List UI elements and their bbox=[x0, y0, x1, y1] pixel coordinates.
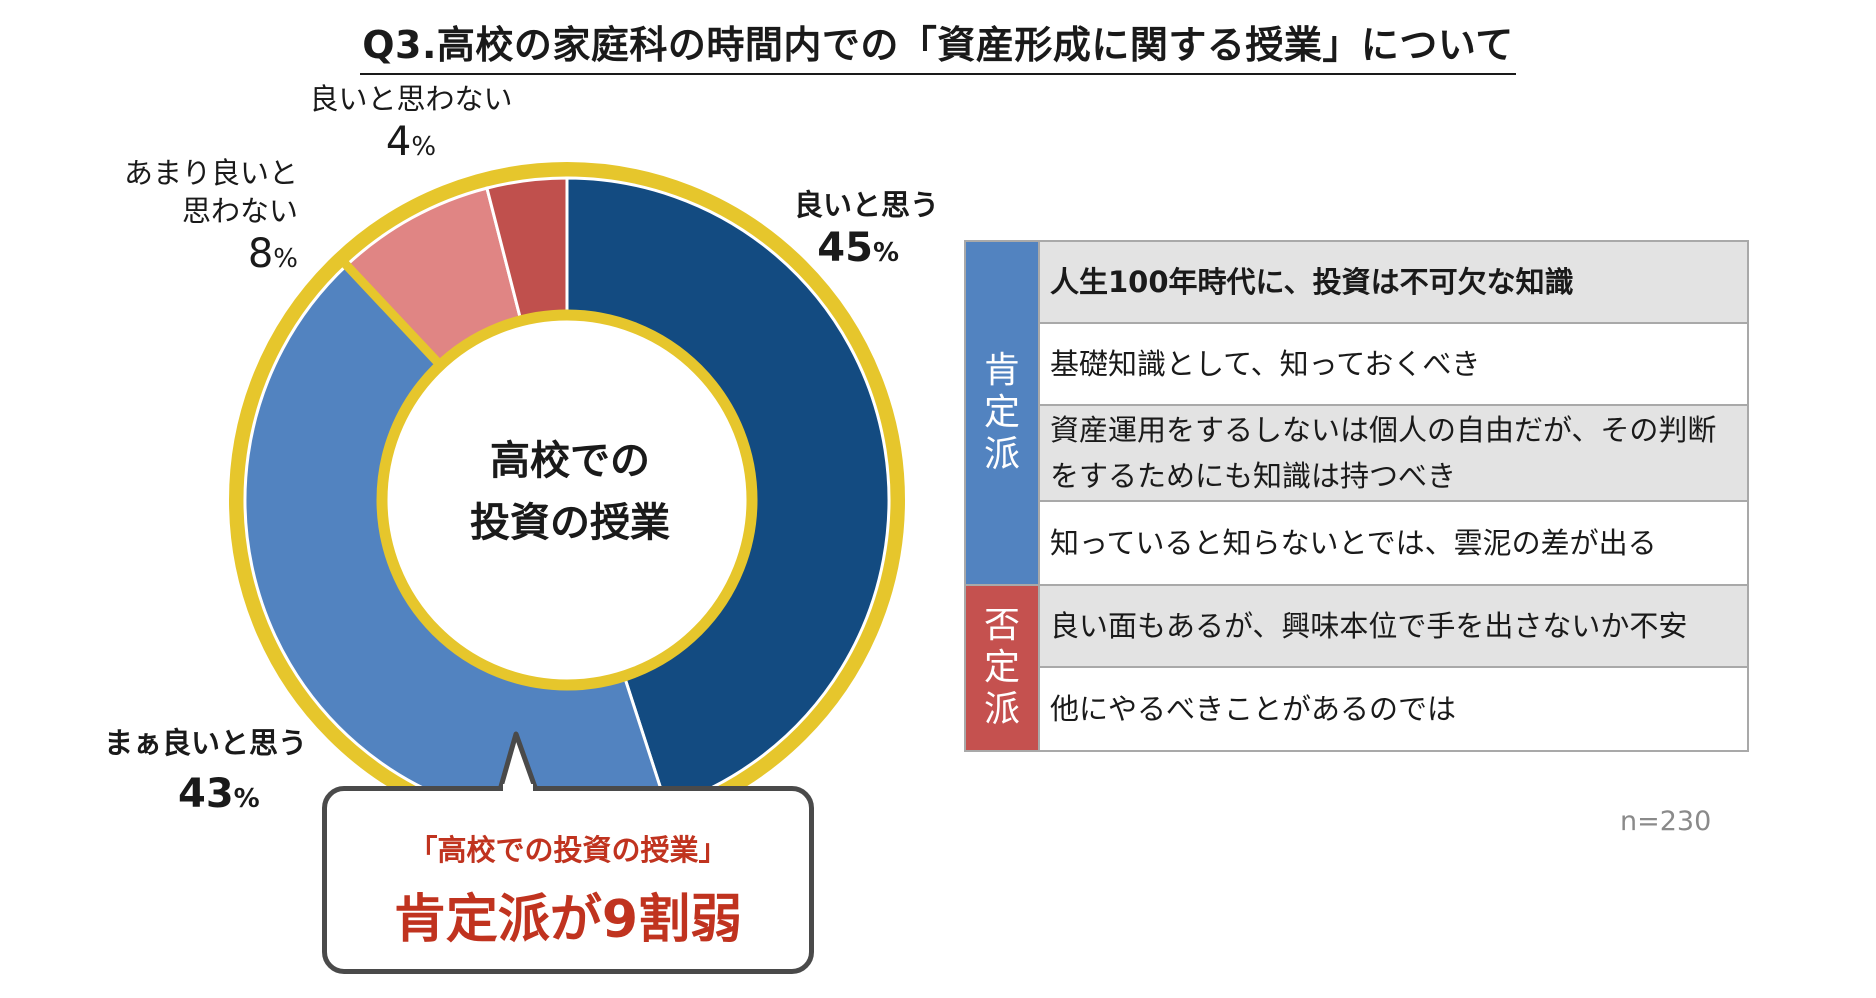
label-good: 良いと思う 45% bbox=[794, 186, 939, 277]
table-row: 知っていると知らないとでは、雲泥の差が出る bbox=[1040, 502, 1747, 584]
label-not-very-good-line2: 思わない bbox=[181, 194, 298, 228]
label-not-very-good-pct: 8% bbox=[247, 231, 298, 277]
donut-center-label: 高校での 投資の授業 bbox=[440, 430, 700, 554]
label-not-good-name: 良いと思わない bbox=[309, 82, 513, 116]
table-row: 良い面もあるが、興味本位で手を出さないか不安 bbox=[1040, 586, 1747, 668]
chart-title-text: Q3.高校の家庭科の時間内での「資産形成に関する授業」について bbox=[360, 14, 1516, 75]
label-not-good-pct: 4% bbox=[385, 119, 437, 165]
table-row: 基礎知識として、知っておくべき bbox=[1040, 324, 1747, 406]
donut-inner-ring bbox=[376, 309, 758, 691]
slice-divider bbox=[341, 260, 443, 368]
label-good-name: 良いと思う bbox=[794, 188, 940, 222]
center-label-line2: 投資の授業 bbox=[470, 500, 670, 546]
negative-rows: 良い面もあるが、興味本位で手を出さないか不安 他にやるべきことがあるのでは bbox=[1040, 586, 1747, 750]
center-label-line1: 高校での bbox=[490, 438, 650, 484]
table-row: 資産運用をするしないは個人の自由だが、その判断をするためにも知識は持つべき bbox=[1040, 406, 1747, 502]
table-row: 人生100年時代に、投資は不可欠な知識 bbox=[1040, 242, 1747, 324]
positive-group: 肯定派 人生100年時代に、投資は不可欠な知識 基礎知識として、知っておくべき … bbox=[966, 242, 1747, 586]
negative-group: 否定派 良い面もあるが、興味本位で手を出さないか不安 他にやるべきことがあるので… bbox=[966, 586, 1747, 750]
table-row: 他にやるべきことがあるのでは bbox=[1040, 668, 1747, 750]
chart-title: Q3.高校の家庭科の時間内での「資産形成に関する授業」について bbox=[0, 14, 1876, 75]
callout-line2: 肯定派が9割弱 bbox=[393, 890, 743, 950]
label-somewhat-good: まぁ良いと思う 43% bbox=[104, 724, 307, 823]
positive-rows: 人生100年時代に、投資は不可欠な知識 基礎知識として、知っておくべき 資産運用… bbox=[1040, 242, 1747, 584]
label-good-pct: 45% bbox=[817, 225, 900, 271]
label-not-good: 良いと思わない 4% bbox=[300, 80, 522, 171]
label-somewhat-good-pct: 43% bbox=[178, 771, 260, 817]
positive-group-label: 肯定派 bbox=[966, 242, 1040, 584]
label-not-very-good-line1: あまり良いと bbox=[123, 156, 298, 190]
callout-box: 「高校での投資の授業」 肯定派が9割弱 bbox=[322, 786, 814, 974]
comments-table: 肯定派 人生100年時代に、投資は不可欠な知識 基礎知識として、知っておくべき … bbox=[964, 240, 1749, 752]
label-not-very-good: あまり良いと 思わない 8% bbox=[96, 154, 298, 283]
callout-line1: 「高校での投資の授業」 bbox=[408, 833, 728, 867]
label-somewhat-good-name: まぁ良いと思う bbox=[104, 726, 308, 760]
negative-group-label: 否定派 bbox=[966, 586, 1040, 750]
sample-size: n=230 bbox=[1620, 806, 1712, 837]
